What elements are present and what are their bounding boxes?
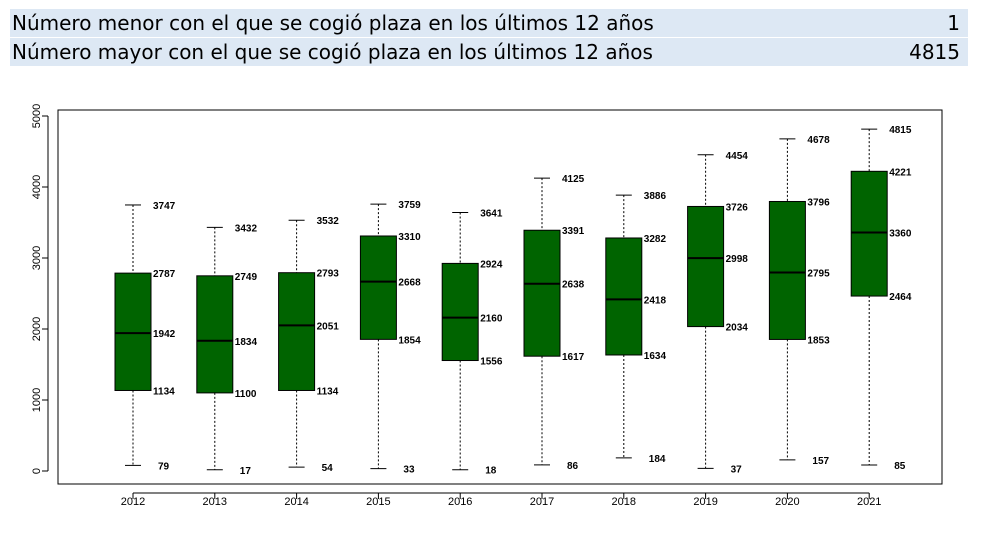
y-tick-label: 4000 — [31, 175, 43, 199]
header-min-value: 1 — [947, 11, 960, 35]
box-2015: 3759 3310 2668 1854 33 — [359, 200, 421, 476]
y-tick-label: 2000 — [31, 317, 43, 341]
iqr-box — [523, 229, 561, 357]
max-value-label: 4678 — [807, 135, 830, 146]
median-value-label: 1834 — [235, 337, 258, 348]
max-value-label: 3532 — [317, 216, 340, 227]
y-tick-label: 3000 — [31, 246, 43, 270]
q3-value-label: 3726 — [726, 202, 749, 213]
median-value-label: 2998 — [726, 254, 749, 265]
iqr-box — [687, 205, 725, 328]
q3-value-label: 2787 — [153, 269, 176, 280]
min-value-label: 86 — [567, 461, 579, 472]
x-tick-label: 2012 — [121, 496, 145, 508]
min-value-label: 85 — [894, 461, 906, 472]
box-2019: 4454 3726 2998 2034 37 — [687, 151, 749, 475]
q1-value-label: 1853 — [807, 335, 830, 346]
median-value-label: 2418 — [644, 295, 667, 306]
q3-value-label: 4221 — [889, 167, 912, 178]
x-tick-label: 2014 — [284, 496, 308, 508]
q3-value-label: 3391 — [562, 226, 585, 237]
max-value-label: 4454 — [726, 151, 749, 162]
x-tick-label: 2016 — [448, 496, 472, 508]
header-row-min: Número menor con el que se cogió plaza e… — [10, 9, 968, 37]
q3-value-label: 3282 — [644, 234, 667, 245]
max-value-label: 4125 — [562, 174, 585, 185]
iqr-box — [359, 235, 397, 340]
q1-value-label: 1617 — [562, 352, 585, 363]
min-value-label: 18 — [485, 466, 497, 477]
x-tick-label: 2013 — [203, 496, 227, 508]
max-value-label: 3886 — [644, 191, 667, 202]
min-value-label: 17 — [240, 466, 252, 477]
max-value-label: 3747 — [153, 201, 176, 212]
max-value-label: 3759 — [398, 200, 421, 211]
median-value-label: 2668 — [398, 278, 421, 289]
iqr-box — [441, 262, 479, 362]
box-2012: 3747 2787 1942 1134 79 — [114, 201, 176, 472]
plot-frame — [57, 109, 943, 485]
y-tick-label: 5000 — [31, 104, 43, 128]
header-row-max: Número mayor con el que se cogió plaza e… — [10, 38, 968, 66]
q3-value-label: 3796 — [807, 197, 830, 208]
x-tick-label: 2019 — [693, 496, 717, 508]
median-value-label: 1942 — [153, 329, 176, 340]
min-value-label: 79 — [158, 461, 170, 472]
q1-value-label: 1854 — [398, 335, 421, 346]
box-2016: 3641 2924 2160 1556 18 — [441, 208, 503, 477]
min-value-label: 33 — [403, 465, 415, 476]
q3-value-label: 2793 — [317, 269, 340, 280]
x-tick-label: 2021 — [857, 496, 881, 508]
median-value-label: 3360 — [889, 228, 912, 239]
box-2017: 4125 3391 2638 1617 86 — [523, 174, 585, 472]
median-value-label: 2160 — [480, 314, 503, 325]
x-tick-label: 2015 — [366, 496, 390, 508]
q1-value-label: 1634 — [644, 351, 667, 362]
box-2014: 3532 2793 2051 1134 54 — [278, 216, 340, 474]
min-value-label: 157 — [812, 456, 829, 467]
q3-value-label: 2924 — [480, 259, 503, 270]
q1-value-label: 1100 — [235, 389, 257, 400]
iqr-box — [605, 237, 643, 356]
y-axis: 0 1000 2000 3000 4000 5000 — [31, 104, 49, 474]
header-max-value: 4815 — [909, 40, 960, 64]
iqr-box — [114, 272, 152, 391]
box-2020: 4678 3796 2795 1853 157 — [768, 135, 830, 467]
x-tick-label: 2018 — [612, 496, 636, 508]
iqr-box — [196, 275, 234, 394]
min-value-label: 54 — [322, 463, 334, 474]
q3-value-label: 2749 — [235, 272, 258, 283]
median-value-label: 2795 — [807, 269, 830, 280]
iqr-box — [768, 200, 806, 340]
q1-value-label: 2034 — [726, 323, 749, 334]
q1-value-label: 1134 — [153, 386, 175, 397]
iqr-box — [278, 272, 316, 391]
y-tick-label: 1000 — [31, 388, 43, 412]
box-2018: 3886 3282 2418 1634 184 — [605, 191, 667, 465]
header-max-label: Número mayor con el que se cogió plaza e… — [12, 40, 653, 64]
max-value-label: 3641 — [480, 208, 503, 219]
box-2013: 3432 2749 1834 1100 17 — [196, 223, 258, 477]
median-value-label: 2051 — [317, 321, 340, 332]
boxes-group: 3747 2787 1942 1134 79 3432 2749 1834 1100 17 3532… — [114, 125, 912, 477]
q3-value-label: 3310 — [398, 232, 421, 243]
q1-value-label: 2464 — [889, 292, 912, 303]
q1-value-label: 1556 — [480, 357, 503, 368]
q1-value-label: 1134 — [317, 386, 339, 397]
max-value-label: 3432 — [235, 223, 258, 234]
box-2021: 4815 4221 3360 2464 85 — [850, 125, 912, 472]
min-value-label: 37 — [731, 464, 743, 475]
x-tick-label: 2020 — [775, 496, 799, 508]
x-axis: 2012 2013 2014 2015 2016 2017 2018 2019 2020 2021 — [121, 492, 881, 508]
min-value-label: 184 — [649, 454, 666, 465]
iqr-box — [850, 170, 888, 297]
max-value-label: 4815 — [889, 125, 912, 136]
y-tick-label: 0 — [31, 468, 43, 474]
x-tick-label: 2017 — [530, 496, 554, 508]
median-value-label: 2638 — [562, 280, 585, 291]
header-min-label: Número menor con el que se cogió plaza e… — [12, 11, 654, 35]
